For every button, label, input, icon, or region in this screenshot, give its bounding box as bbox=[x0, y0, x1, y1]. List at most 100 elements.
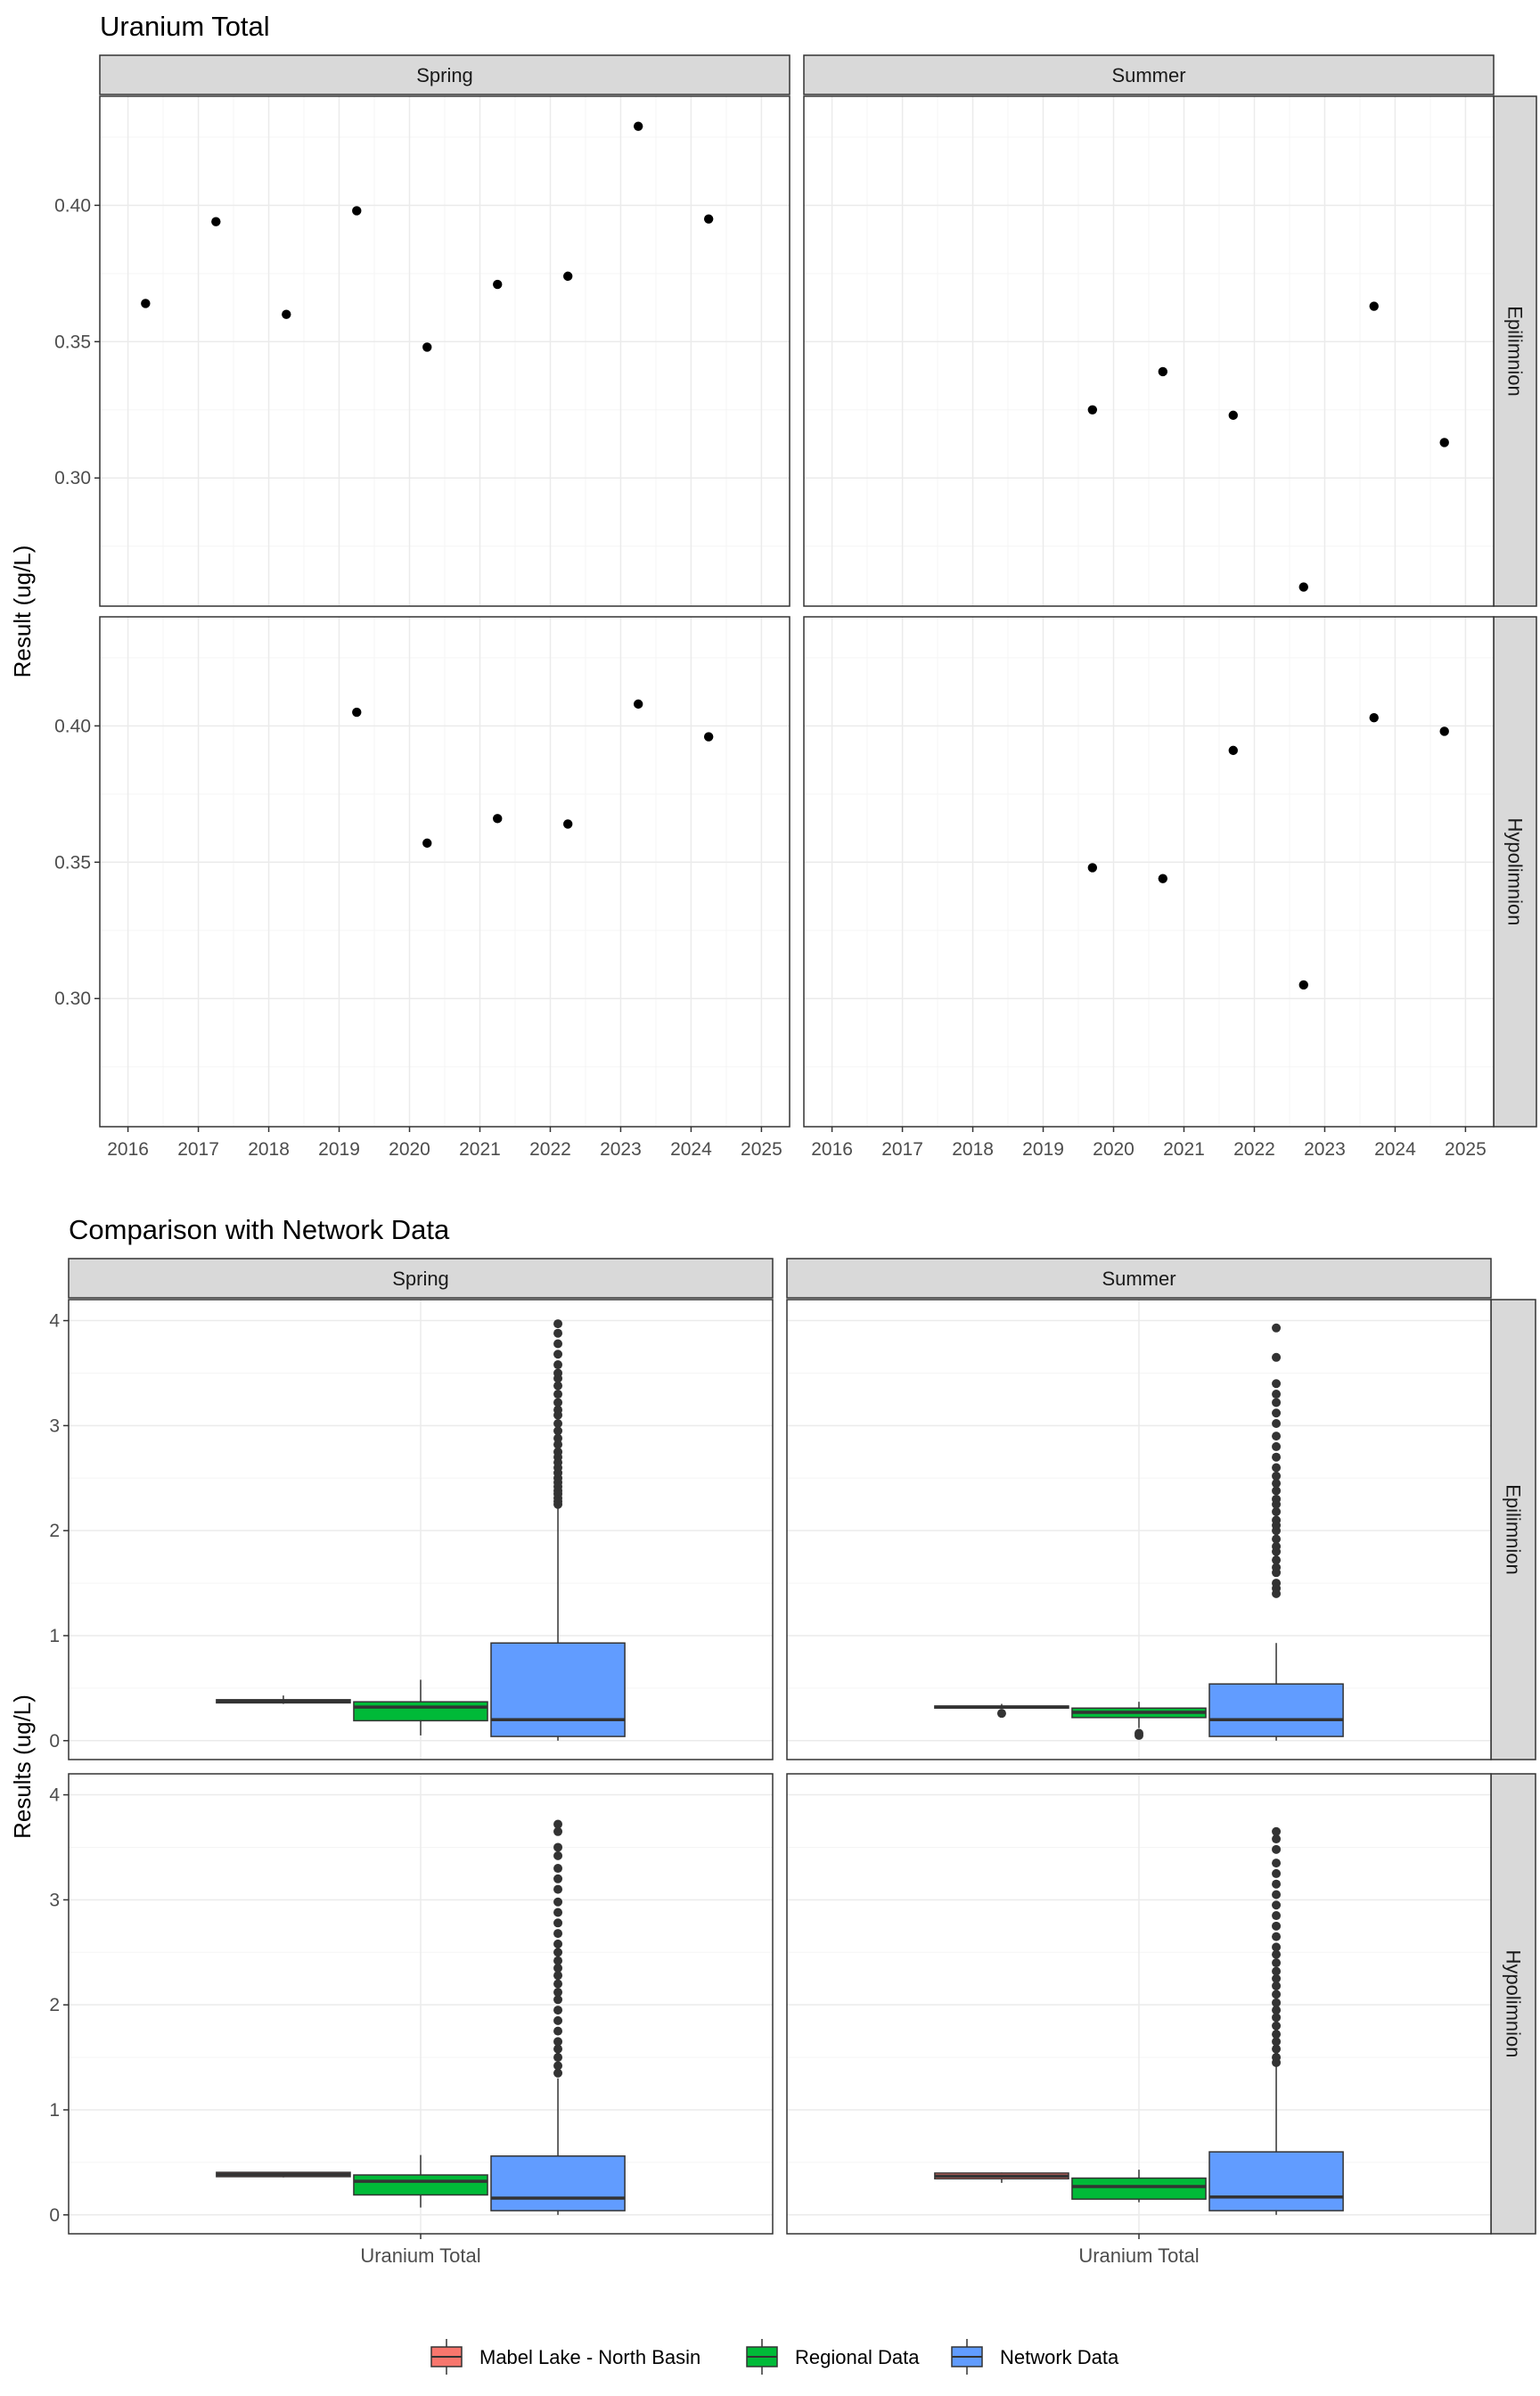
outlier-point bbox=[553, 1405, 563, 1415]
strip-label-summer: Summer bbox=[1102, 1268, 1175, 1290]
x-tick-label: Uranium Total bbox=[1078, 2244, 1199, 2267]
outlier-point bbox=[553, 1850, 563, 1860]
outlier-point bbox=[553, 1398, 563, 1407]
network-comparison-chart: Comparison with Network Data Spring Summer… bbox=[9, 1214, 1536, 2267]
outlier-point bbox=[1272, 2021, 1282, 2031]
box-mabel-lake-north-basin bbox=[216, 2171, 351, 2178]
strip-spring bbox=[99, 54, 790, 95]
strip-hypolimnion bbox=[1490, 1773, 1536, 2235]
data-point bbox=[352, 206, 362, 216]
data-point bbox=[1228, 410, 1238, 421]
strip-label-epilimnion: Epilimnion bbox=[1504, 306, 1527, 397]
outlier-point bbox=[553, 1826, 563, 1836]
chart-title: Uranium Total bbox=[100, 11, 270, 42]
outlier-point bbox=[553, 1433, 563, 1443]
panel-border bbox=[99, 616, 790, 1128]
outlier-point bbox=[553, 1995, 563, 2005]
x-tick-label: 2020 bbox=[1093, 1139, 1135, 1160]
outlier-point bbox=[1272, 2006, 1282, 2015]
outlier-point bbox=[1272, 1555, 1282, 1565]
outlier-point bbox=[1272, 1911, 1282, 1921]
strip-label-hypolimnion: Hypolimnion bbox=[1504, 817, 1527, 925]
data-point bbox=[703, 732, 714, 742]
outlier-point bbox=[1272, 1973, 1282, 1983]
chart-title: Comparison with Network Data bbox=[69, 1214, 450, 1245]
outlier-point bbox=[1272, 1844, 1282, 1854]
panel-spring-epilimnion bbox=[99, 95, 790, 607]
x-tick-label: 2017 bbox=[177, 1139, 219, 1160]
panel-summer-epilimnion bbox=[803, 95, 1495, 607]
outlier-point bbox=[1272, 1486, 1282, 1496]
box-regional-data bbox=[1071, 1702, 1207, 1740]
panel-summer-hypolimnion bbox=[786, 1773, 1492, 2235]
y-tick-label: 0.35 bbox=[54, 332, 91, 352]
legend-item-network-data: Network Data bbox=[951, 2339, 1119, 2375]
x-tick-label: 2023 bbox=[600, 1139, 642, 1160]
outlier-point bbox=[553, 1956, 563, 1965]
outlier-point bbox=[1272, 1942, 1282, 1952]
outlier-point bbox=[553, 1948, 563, 1957]
legend-label-mabel-lake-north-basin: Mabel Lake - North Basin bbox=[479, 2346, 700, 2368]
outlier-point bbox=[553, 1339, 563, 1349]
strip-spring bbox=[68, 1258, 774, 1299]
outlier-point bbox=[553, 1908, 563, 1917]
data-point bbox=[141, 299, 151, 308]
outlier-point bbox=[553, 1350, 563, 1359]
data-point bbox=[1298, 582, 1308, 592]
outlier-point bbox=[1272, 2053, 1282, 2063]
outlier-point bbox=[553, 1897, 563, 1907]
data-point bbox=[422, 838, 432, 849]
data-point bbox=[1369, 712, 1379, 723]
outlier-point bbox=[553, 1360, 563, 1370]
legend-item-regional-data: Regional Data bbox=[746, 2339, 920, 2375]
strip-label-spring: Spring bbox=[416, 64, 473, 86]
outlier-point bbox=[553, 2015, 563, 2025]
strip-label-spring: Spring bbox=[392, 1268, 449, 1290]
y-tick-label: 0 bbox=[49, 2205, 60, 2226]
x-tick-label: 2018 bbox=[248, 1139, 290, 1160]
data-point bbox=[1158, 366, 1167, 377]
legend-label-network-data: Network Data bbox=[1000, 2346, 1119, 2368]
y-tick-label: 0.40 bbox=[54, 195, 91, 216]
data-point bbox=[282, 309, 291, 319]
outlier-point bbox=[1272, 1441, 1282, 1451]
panel-border bbox=[786, 1299, 1492, 1760]
data-point bbox=[422, 342, 432, 352]
panel-spring-hypolimnion bbox=[68, 1773, 774, 2235]
data-point bbox=[1087, 405, 1098, 414]
outlier-point bbox=[553, 2053, 563, 2063]
strip-label-hypolimnion: Hypolimnion bbox=[1503, 1949, 1525, 2057]
outlier-point bbox=[553, 1864, 563, 1874]
x-tick-label: 2016 bbox=[107, 1139, 149, 1160]
strip-summer bbox=[803, 54, 1495, 95]
y-tick-label: 1 bbox=[49, 1626, 60, 1646]
outlier-point bbox=[553, 1918, 563, 1928]
panel-border bbox=[803, 95, 1495, 607]
data-point bbox=[563, 271, 573, 282]
box-network-data bbox=[1208, 1826, 1344, 2215]
panel-spring-hypolimnion bbox=[99, 616, 790, 1128]
outlier-point bbox=[1272, 1921, 1282, 1931]
outlier-point bbox=[1272, 1323, 1282, 1333]
y-tick-label: 0 bbox=[49, 1731, 60, 1752]
outlier-point bbox=[1272, 2037, 1282, 2047]
box-body bbox=[1071, 2177, 1207, 2200]
box-body bbox=[490, 1642, 626, 1737]
outlier-point bbox=[553, 1929, 563, 1939]
x-tick-label: 2021 bbox=[459, 1139, 501, 1160]
outlier-point bbox=[1272, 1452, 1282, 1462]
outlier-point bbox=[1272, 1981, 1282, 1990]
outlier-point bbox=[553, 1979, 563, 1989]
x-tick-label: 2016 bbox=[811, 1139, 853, 1160]
outlier-point bbox=[553, 1447, 563, 1456]
y-tick-label: 0.30 bbox=[54, 989, 91, 1009]
data-point bbox=[1369, 301, 1379, 311]
data-point bbox=[633, 121, 643, 131]
outlier-point bbox=[1272, 1834, 1282, 1844]
outlier-point bbox=[1272, 1471, 1282, 1481]
outlier-point bbox=[553, 1842, 563, 1852]
outlier-point bbox=[1272, 2013, 1282, 2023]
strip-label-epilimnion: Epilimnion bbox=[1503, 1484, 1525, 1575]
outlier-point bbox=[553, 2044, 563, 2054]
outlier-point bbox=[1272, 1826, 1282, 1836]
